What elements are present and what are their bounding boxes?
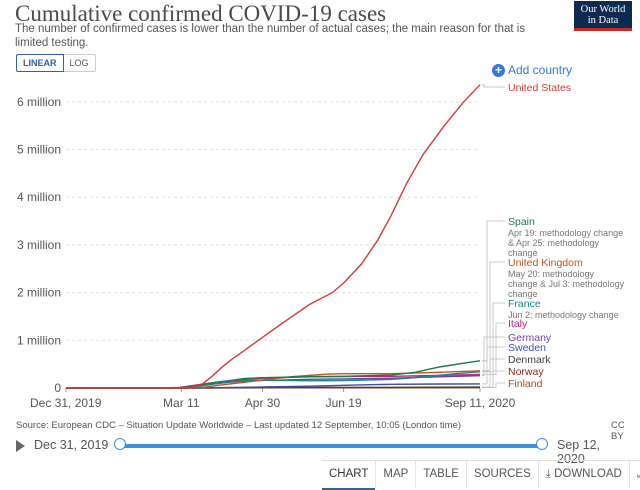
timeline: Dec 31, 2019 Sep 12, 2020 bbox=[16, 437, 630, 455]
y-tick-label: 2 million bbox=[17, 286, 61, 300]
label-connector bbox=[482, 347, 505, 384]
download-icon: ⤓ bbox=[546, 468, 551, 480]
series-label: Finland bbox=[508, 378, 543, 390]
series-label: Sweden bbox=[508, 342, 546, 354]
download-label: DOWNLOAD bbox=[554, 468, 622, 480]
line-chart: 0 1 million 2 million 3 million 4 million 5 m… bbox=[0, 0, 640, 420]
series-line bbox=[66, 371, 480, 388]
x-tick-label: Apr 30 bbox=[245, 396, 281, 410]
y-tick-label: 4 million bbox=[17, 190, 61, 204]
y-tick-label: 1 million bbox=[17, 333, 61, 347]
y-tick-label: 0 bbox=[54, 381, 61, 395]
tab-chart[interactable]: CHART bbox=[322, 461, 375, 490]
label-connector bbox=[482, 85, 505, 87]
series-label: Italy bbox=[508, 318, 528, 330]
label-connector bbox=[482, 323, 505, 374]
fullscreen-button[interactable]: ⤢ bbox=[629, 461, 640, 488]
tab-download[interactable]: ⤓ DOWNLOAD bbox=[538, 461, 629, 488]
timeline-start-handle[interactable] bbox=[114, 438, 126, 450]
y-tick-label: 6 million bbox=[17, 95, 61, 109]
label-connector bbox=[482, 371, 505, 387]
x-tick-label: Sep 11, 2020 bbox=[445, 396, 516, 410]
series-label: Spain bbox=[508, 216, 535, 228]
series-note: May 20: methodology bbox=[508, 269, 595, 279]
timeline-start-label: Dec 31, 2019 bbox=[34, 438, 108, 452]
series-note: & Apr 25: methodology bbox=[508, 238, 600, 248]
series-label: United States bbox=[508, 82, 571, 94]
label-connector bbox=[482, 337, 505, 376]
tab-sources[interactable]: SOURCES bbox=[466, 461, 538, 488]
timeline-track[interactable] bbox=[120, 444, 542, 448]
series-label: France bbox=[508, 298, 541, 310]
x-tick-label: Dec 31, 2019 bbox=[30, 396, 102, 410]
label-connector bbox=[482, 262, 505, 371]
x-tick-label: Jun 19 bbox=[326, 396, 362, 410]
series-line bbox=[66, 372, 480, 388]
x-tick-label: Mar 11 bbox=[163, 396, 200, 410]
series-line bbox=[66, 85, 480, 388]
y-tick-label: 5 million bbox=[17, 143, 61, 157]
label-connector bbox=[482, 221, 505, 361]
view-tabs: CHART MAP TABLE SOURCES ⤓ DOWNLOAD ⤢ bbox=[322, 460, 640, 489]
series-note: Apr 19: methodology change bbox=[508, 228, 623, 238]
tab-table[interactable]: TABLE bbox=[415, 461, 466, 488]
timeline-end-handle[interactable] bbox=[536, 438, 548, 450]
series-label: United Kingdom bbox=[508, 257, 583, 269]
tab-map[interactable]: MAP bbox=[375, 461, 415, 488]
series-note: change & Jul 3: methodology bbox=[508, 279, 625, 289]
series-label: Norway bbox=[508, 366, 544, 378]
source-note: Source: European CDC – Situation Update … bbox=[16, 420, 461, 431]
play-icon[interactable] bbox=[16, 440, 25, 452]
series-label: Denmark bbox=[508, 354, 551, 366]
series-line bbox=[66, 374, 480, 388]
y-tick-label: 3 million bbox=[17, 238, 61, 252]
